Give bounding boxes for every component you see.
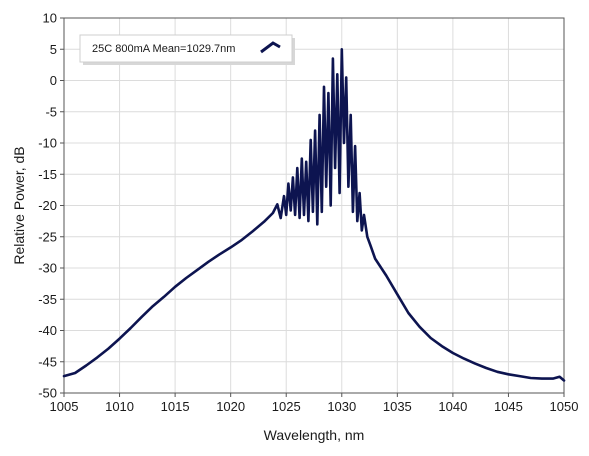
legend-entry-label: 25C 800mA Mean=1029.7nm: [92, 43, 235, 55]
y-tick-label: -40: [38, 323, 57, 338]
y-tick-label: 0: [50, 73, 57, 88]
x-tick-label: 1025: [272, 399, 301, 414]
y-tick-label: -5: [45, 104, 57, 119]
x-tick-label: 1040: [438, 399, 467, 414]
y-axis-ticks: 10 5 0 -5 -10 -15 -20 -25 -30 -35 -40 -45 -50: [38, 11, 64, 401]
legend[interactable]: 25C 800mA Mean=1029.7nm: [79, 34, 295, 65]
x-axis-ticks: 1005 1010 1015 1020 1025 1030 1035 1040 1045 1050: [50, 393, 579, 414]
y-tick-label: -50: [38, 386, 57, 401]
y-tick-label: -10: [38, 136, 57, 151]
x-tick-label: 1035: [383, 399, 412, 414]
x-tick-label: 1050: [550, 399, 579, 414]
y-tick-label: 5: [50, 42, 57, 57]
x-tick-label: 1010: [105, 399, 134, 414]
legend-line-swatch: [260, 41, 281, 54]
y-tick-label: -35: [38, 292, 57, 307]
y-tick-label: -30: [38, 261, 57, 276]
y-tick-label: -20: [38, 198, 57, 213]
y-axis-label: Relative Power, dB: [11, 146, 27, 264]
series-group: [62, 47, 566, 382]
series-line: [62, 47, 566, 382]
x-tick-label: 1015: [161, 399, 190, 414]
x-axis-label: Wavelength, nm: [264, 427, 365, 443]
x-tick-label: 1045: [494, 399, 523, 414]
x-tick-label: 1020: [216, 399, 245, 414]
y-tick-label: -25: [38, 229, 57, 244]
x-tick-label: 1030: [327, 399, 356, 414]
y-tick-label: -45: [38, 354, 57, 369]
x-tick-label: 1005: [50, 399, 79, 414]
y-tick-label: -15: [38, 167, 57, 182]
legend-box: [79, 34, 293, 63]
y-tick-label: 10: [43, 11, 57, 26]
